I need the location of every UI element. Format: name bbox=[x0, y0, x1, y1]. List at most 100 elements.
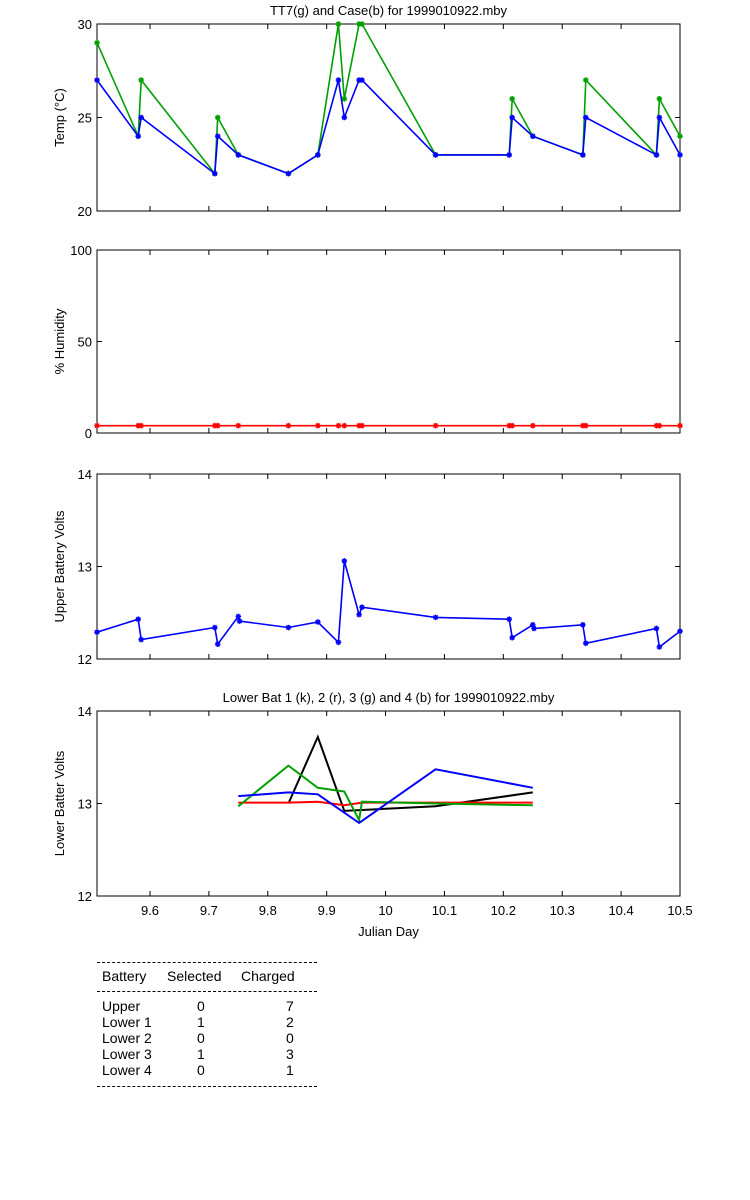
table-row: Lower 3 1 3 bbox=[97, 1046, 317, 1062]
selected-value: 0 bbox=[197, 998, 205, 1014]
x-tick-label: 9.9 bbox=[318, 903, 336, 918]
data-point-marker bbox=[315, 422, 321, 429]
battery-name: Lower 1 bbox=[102, 1014, 152, 1030]
data-point-marker bbox=[235, 422, 242, 429]
table-row: Lower 4 0 1 bbox=[97, 1062, 317, 1078]
data-point-marker bbox=[135, 133, 142, 139]
charged-value: 1 bbox=[286, 1062, 294, 1078]
header-selected: Selected bbox=[167, 968, 222, 984]
data-point-marker bbox=[656, 644, 663, 650]
data-point-marker bbox=[341, 114, 348, 121]
charged-value: 3 bbox=[286, 1046, 294, 1062]
data-point-marker bbox=[656, 96, 663, 102]
plot-frame bbox=[96, 249, 681, 434]
y-tick-label: 13 bbox=[78, 560, 92, 575]
data-point-marker bbox=[677, 422, 683, 429]
y-tick-label: 12 bbox=[78, 652, 92, 667]
data-point-marker bbox=[506, 422, 513, 429]
plot-frame bbox=[96, 23, 681, 212]
table-row: Lower 2 0 0 bbox=[97, 1030, 317, 1046]
data-point-marker bbox=[432, 422, 439, 429]
data-point-marker bbox=[677, 628, 683, 635]
data-point-marker bbox=[335, 21, 342, 27]
data-point-marker bbox=[677, 133, 683, 139]
y-axis-label: Temp (°C) bbox=[52, 88, 67, 147]
header-battery: Battery bbox=[102, 968, 147, 984]
table-header-row: Battery Selected Charged bbox=[97, 963, 317, 991]
x-tick-label: 10.3 bbox=[550, 903, 575, 918]
y-tick-label: 100 bbox=[70, 243, 92, 258]
data-point-marker bbox=[529, 133, 536, 139]
selected-value: 0 bbox=[197, 1030, 205, 1046]
y-axis-label: Upper Battery Volts bbox=[52, 510, 67, 622]
charged-value: 2 bbox=[286, 1014, 294, 1030]
x-tick-label: 10.1 bbox=[432, 903, 457, 918]
battery-name: Lower 3 bbox=[102, 1046, 152, 1062]
data-point-marker bbox=[315, 619, 321, 625]
data-point-marker bbox=[653, 152, 660, 158]
data-point-marker bbox=[580, 152, 586, 158]
battery-table: Battery Selected Charged Upper 0 7 Lower… bbox=[97, 962, 317, 1087]
table-top-divider bbox=[97, 962, 317, 963]
data-point-marker bbox=[356, 422, 362, 429]
data-point-marker bbox=[582, 422, 589, 429]
header-charged: Charged bbox=[241, 968, 295, 984]
data-point-marker bbox=[582, 640, 589, 647]
battery-name: Upper bbox=[102, 998, 141, 1014]
chart-panel-2: 0 50 100 % Humidity bbox=[52, 243, 683, 441]
data-point-marker bbox=[138, 77, 144, 83]
data-point-marker bbox=[653, 422, 660, 429]
charged-value: 7 bbox=[286, 998, 294, 1014]
series-line-2 bbox=[96, 79, 681, 176]
data-point-marker bbox=[138, 636, 144, 643]
data-point-marker bbox=[356, 21, 362, 27]
y-tick-label: 13 bbox=[78, 797, 92, 812]
y-tick-label: 14 bbox=[78, 467, 92, 482]
data-point-marker bbox=[341, 558, 348, 564]
table-row: Upper 0 7 bbox=[97, 998, 317, 1014]
data-point-marker bbox=[335, 77, 342, 83]
data-point-marker bbox=[531, 625, 537, 632]
series-line-1 bbox=[96, 560, 681, 649]
x-tick-label: 10.5 bbox=[667, 903, 692, 918]
charged-value: 0 bbox=[286, 1030, 294, 1046]
data-point-marker bbox=[359, 77, 365, 83]
x-tick-label: 10 bbox=[378, 903, 392, 918]
table-row: Lower 1 1 2 bbox=[97, 1014, 317, 1030]
data-point-marker bbox=[285, 624, 292, 631]
data-point-marker bbox=[529, 422, 536, 429]
table-body: Upper 0 7 Lower 1 1 2 Lower 2 0 0 Lower … bbox=[97, 992, 317, 1086]
table-bottom-divider bbox=[97, 1086, 317, 1087]
data-point-marker bbox=[582, 114, 589, 121]
chart-title: Lower Bat 1 (k), 2 (r), 3 (g) and 4 (b) … bbox=[223, 690, 555, 705]
data-point-marker bbox=[285, 422, 292, 429]
data-point-marker bbox=[509, 114, 515, 121]
y-tick-label: 50 bbox=[78, 335, 92, 350]
data-point-marker bbox=[214, 114, 221, 121]
x-tick-label: 9.6 bbox=[141, 903, 159, 918]
data-point-marker bbox=[359, 604, 365, 610]
data-point-marker bbox=[359, 21, 365, 27]
data-point-marker bbox=[506, 152, 513, 158]
data-point-marker bbox=[94, 77, 100, 83]
data-point-marker bbox=[135, 422, 142, 429]
data-point-marker bbox=[135, 616, 142, 623]
y-tick-label: 25 bbox=[78, 111, 92, 126]
data-point-marker bbox=[214, 422, 221, 429]
data-point-marker bbox=[211, 170, 218, 177]
selected-value: 1 bbox=[197, 1046, 205, 1062]
y-tick-label: 12 bbox=[78, 889, 92, 904]
data-point-marker bbox=[236, 618, 243, 624]
data-point-marker bbox=[285, 170, 292, 177]
series-line-4 bbox=[238, 768, 533, 825]
x-tick-label: 10.4 bbox=[608, 903, 633, 918]
data-point-marker bbox=[359, 422, 365, 429]
data-point-marker bbox=[214, 133, 221, 139]
data-point-marker bbox=[529, 621, 536, 628]
data-point-marker bbox=[94, 629, 100, 635]
y-tick-label: 14 bbox=[78, 704, 92, 719]
data-point-marker bbox=[315, 152, 321, 158]
selected-value: 1 bbox=[197, 1014, 205, 1030]
x-tick-label: 9.7 bbox=[200, 903, 218, 918]
y-axis-label: % Humidity bbox=[52, 308, 67, 374]
